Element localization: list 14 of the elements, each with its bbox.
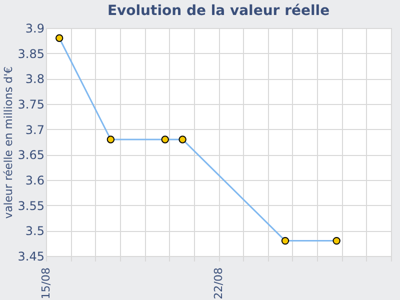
y-tick-label: 3.5 — [25, 224, 44, 238]
y-tick-label: 3.65 — [18, 148, 44, 162]
y-tick-label: 3.55 — [18, 198, 44, 213]
y-tick-label: 3.9 — [25, 22, 44, 36]
y-tick-label: 3.75 — [18, 98, 44, 112]
y-tick-label: 3.85 — [18, 46, 44, 61]
y-tick-label: 3.6 — [25, 174, 44, 188]
y-tick-label: 3.7 — [25, 122, 44, 137]
chart-title: Evolution de la valeur réelle — [107, 3, 330, 19]
x-tick-label: 22/08 — [212, 268, 225, 300]
y-tick-label: 3.45 — [18, 250, 44, 264]
y-tick-label: 3.8 — [25, 72, 44, 86]
x-tick-label: 15/08 — [40, 268, 52, 300]
y-axis-title: valeur réelle en millions d'€ — [2, 66, 15, 219]
